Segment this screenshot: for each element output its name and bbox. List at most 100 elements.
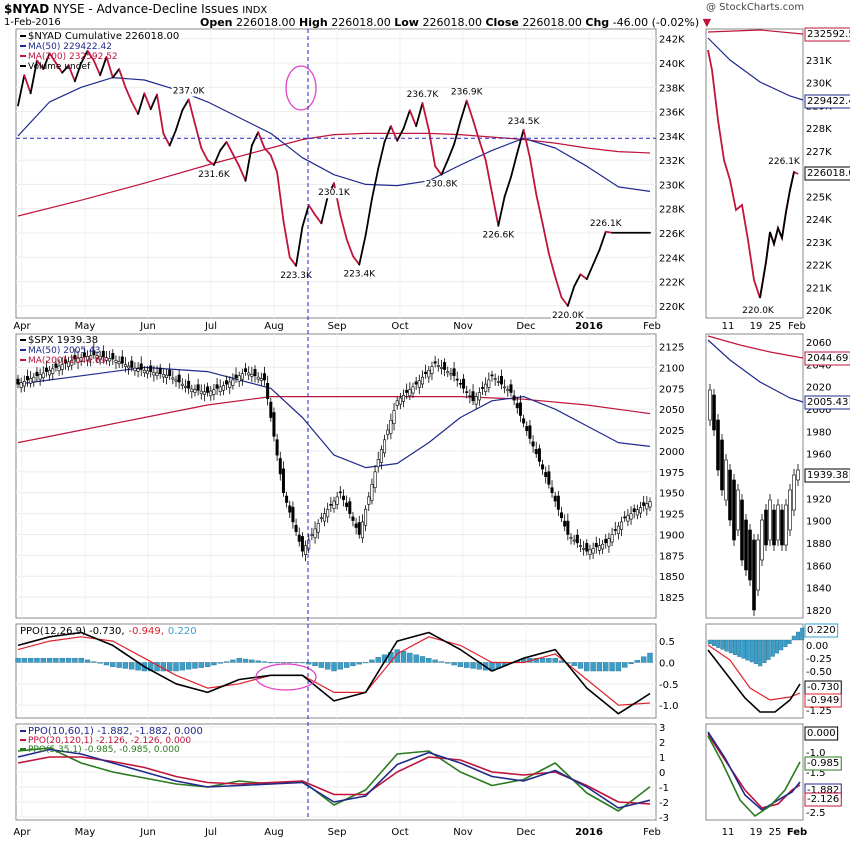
ppo-histogram-bar [622, 662, 628, 668]
zoom-spx-candle [780, 509, 784, 546]
spx-candle-body [462, 378, 466, 389]
ppo-signal-line [17, 636, 651, 706]
ppo-histogram-bar [432, 659, 438, 663]
nyad-price-segment [516, 128, 525, 154]
ppo-histogram-bar [59, 657, 65, 663]
ppo-histogram-bar [185, 662, 192, 670]
nyad-annotation-bg [506, 116, 542, 127]
ppo-10-60-line [17, 748, 651, 809]
spx-candle-body [474, 396, 478, 405]
spx-candle-body [108, 358, 112, 362]
spx-candle-body [471, 391, 475, 402]
ppo-histogram-bar [419, 656, 426, 663]
spx-candle-body [452, 368, 456, 377]
spx-candle-body [32, 376, 36, 383]
close-label: Close [485, 16, 519, 29]
ppo-histogram-bar [129, 662, 135, 670]
spx-candle-body [531, 441, 535, 447]
spx-candle-body [392, 410, 396, 424]
spx-candle-body [398, 397, 402, 405]
zoom-spx-candle [716, 419, 720, 471]
zoom-ppo-hist [783, 639, 788, 647]
spx-candle-body [259, 378, 263, 381]
zoom-nyad-ma200 [707, 29, 804, 35]
zoom-ppo-hist [779, 639, 784, 651]
spx-candle-body [477, 392, 481, 401]
ppo2-legend-entry: PPO(10,60,1) -1.882, -1.882, 0.000 [28, 726, 203, 737]
ppo-histogram-bar [84, 659, 91, 663]
spx-candle-body [465, 391, 469, 393]
spx-candle-body [63, 359, 67, 364]
nyad-price-segment [118, 68, 127, 89]
spx-zoom-ytick: 1980 [806, 427, 831, 438]
zoom-x-label-bottom: 11 [722, 827, 735, 838]
ppo-histogram-bar [198, 662, 204, 668]
nyad-price-segment [459, 99, 468, 123]
spx-candle-body [424, 371, 428, 374]
spx-candle-body [281, 468, 285, 494]
nyad-ma50-line [17, 76, 651, 192]
spx-candle-body [152, 371, 156, 376]
ppo2-ytick-label: -3 [659, 813, 669, 824]
ppo-histogram-bar [78, 657, 84, 663]
x-axis-label: May [75, 321, 96, 332]
zoom-ppo2-10-60-badge: -1.882 [807, 785, 839, 796]
nyad-annotation-label: 223.4K [343, 270, 376, 280]
spx-candle-body [247, 372, 251, 376]
x-axis-label: Feb [643, 321, 661, 332]
nyad-price-segment [415, 102, 424, 128]
date-label: 1-Feb-2016 [4, 17, 61, 28]
zoom-ppo2-5-35-badge: -0.985 [807, 758, 839, 769]
spx-candle-body [199, 390, 203, 395]
ppo-histogram-bar [299, 662, 306, 664]
ppo-histogram-bar [103, 662, 110, 666]
nyad-price-segment [307, 204, 316, 216]
spx-candle-body [449, 373, 453, 376]
nyad-price-segment [503, 176, 512, 198]
zoom-ppo-hist [741, 639, 746, 659]
nyad-price-segment [434, 165, 443, 176]
nyad-ytick-label: 224K [659, 253, 685, 264]
zoom-ppo2-5-35 [707, 735, 801, 818]
spx-candle-body [300, 536, 304, 552]
nyad-price-segment [162, 132, 171, 147]
zoom-ppo-hist [737, 639, 742, 657]
nyad-price-segment [92, 59, 102, 77]
spx-candle-body [588, 549, 592, 555]
spx-candle-body [221, 385, 225, 391]
zoom-spx-candle [724, 459, 728, 501]
spx-zoom-ytick: 1880 [806, 539, 831, 550]
zoom-spx-candle [776, 504, 780, 541]
zoom-ppo2-zero-badge: 0.000 [807, 728, 836, 739]
spx-ytick-label: 2000 [659, 447, 684, 458]
nyad-price-segment [383, 125, 392, 143]
spx-candle-body [310, 534, 314, 536]
nyad-ytick-label: 240K [659, 59, 685, 70]
nyad-ytick-label: 222K [659, 278, 685, 289]
spx-candle-body [585, 543, 589, 552]
zoom-ppo-hist [728, 639, 733, 654]
exchange: INDX [242, 5, 268, 16]
nyad-annotation-label: 234.5K [508, 117, 541, 127]
spx-candle-body [379, 449, 383, 463]
nyad-price-segment [566, 285, 576, 307]
nyad-price-segment [339, 213, 348, 240]
spx-candle-body [177, 374, 181, 383]
ppo-histogram-bar [27, 657, 34, 663]
x-axis-label-bottom: Apr [13, 827, 31, 838]
zoom-ppo-hist [733, 639, 738, 656]
spx-candle-body [383, 439, 387, 454]
spx-ytick-label: 1900 [659, 530, 684, 541]
ppo-histogram-bar [369, 659, 375, 663]
x-axis-label-bottom: Jul [204, 827, 217, 838]
ppo2-ytick-label: 2 [659, 738, 665, 749]
spx-candle-body [168, 369, 172, 377]
ppo1-ytick-label: -1.0 [659, 701, 679, 712]
spx-candle-body [244, 368, 248, 372]
ppo2-ytick-label: 3 [659, 723, 665, 734]
nyad-ytick-label: 238K [659, 83, 685, 94]
spx-candle-body [196, 384, 200, 391]
ppo-histogram-bar [609, 662, 615, 672]
nyad-price-segment [421, 102, 430, 131]
spx-candle-body [130, 360, 134, 368]
